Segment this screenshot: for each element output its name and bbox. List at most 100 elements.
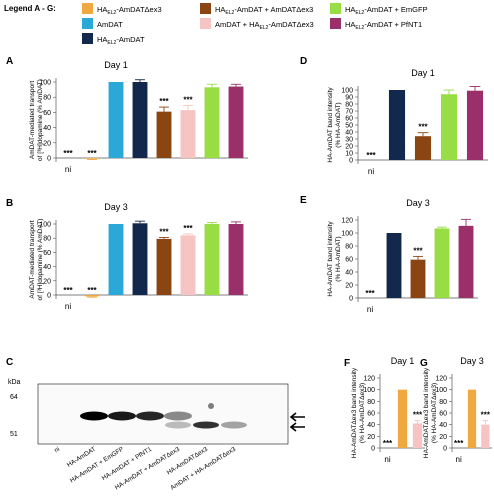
y-tick-label: 80 [43, 95, 51, 102]
y-tick-label: 60 [43, 250, 51, 257]
panel-letter-g: G [420, 358, 428, 369]
chart-panel-d: Day 1 HA-AmDAT band intensity(% HA-AmDAT)… [327, 68, 488, 176]
bar-amdat_plus_hadex3 [180, 235, 196, 295]
y-tick-label: 20 [43, 278, 51, 285]
bar-dex3 [84, 158, 100, 159]
bar-plus_dex3 [156, 111, 172, 158]
y-axis-label: HA-AmDAT band intensity(% HA-AmDAT) [327, 87, 342, 163]
y-tick-label: 20 [367, 434, 375, 441]
y-tick-label: 0 [371, 446, 375, 453]
blot-band-lower [221, 421, 247, 429]
chart-panel-b: Day 3 AmDAT-mediated transportof [³H]dopa… [29, 202, 248, 311]
bar-plus_emgfp [204, 224, 220, 295]
y-tick-label: 60 [439, 411, 447, 418]
y-axis-label: AmDAT-mediated transportof [³H]dopamine … [29, 79, 44, 161]
legend-title: Legend A - G: [4, 4, 56, 13]
significance-label: *** [87, 286, 97, 295]
bar-plus_dex3 [156, 238, 172, 295]
y-tick-label: 100 [363, 387, 375, 394]
significance-label: *** [365, 289, 375, 298]
y-axis-label: HA-AmDATΔex3 band intensity(% HA-AmDATΔe… [423, 367, 438, 458]
y-tick-label: 80 [439, 399, 447, 406]
y-tick-label: 40 [439, 422, 447, 429]
legend-label: HAEL2-AmDAT + AmDATΔex3 [215, 5, 313, 16]
blot-marker-51: 51 [10, 431, 18, 438]
legend-swatch [82, 33, 93, 44]
bar-amdat_plus_hadex3 [412, 423, 423, 448]
y-tick-label: 70 [345, 109, 353, 116]
blot-band-lower [193, 421, 219, 429]
significance-label: *** [159, 227, 169, 236]
blot-lane-label: ni [53, 446, 61, 455]
blot-marker-64: 64 [10, 394, 18, 401]
y-tick-label: 60 [345, 116, 353, 123]
y-tick-label: 40 [345, 270, 353, 277]
y-tick-label: 80 [43, 236, 51, 243]
y-axis-label: AmDAT-mediated transportof [³H]dopamine … [29, 219, 44, 301]
bar-plus_pfnt1 [458, 225, 474, 298]
significance-label: *** [413, 411, 423, 420]
chart-title: Day 3 [406, 198, 430, 208]
significance-label: *** [63, 286, 73, 295]
y-tick-label: 120 [435, 376, 447, 383]
y-tick-label: 0 [443, 446, 447, 453]
bar-dex3 [84, 295, 100, 297]
y-tick-label: 0 [349, 158, 353, 165]
legend-swatch [82, 18, 93, 29]
bar-ha_amdat [132, 82, 148, 158]
chart-panel-a: Day 1 AmDAT-mediated transportof [³H]dopa… [29, 60, 248, 174]
significance-label: *** [418, 123, 428, 132]
significance-label: *** [454, 439, 464, 448]
bar-amdat_plus_hadex3 [481, 424, 490, 448]
significance-label: *** [159, 97, 169, 106]
legend-label: AmDAT [97, 20, 123, 29]
significance-label: *** [383, 439, 393, 448]
y-tick-label: 80 [345, 244, 353, 251]
chart-title: Day 3 [460, 356, 484, 366]
y-tick-label: 80 [345, 102, 353, 109]
y-tick-label: 100 [39, 80, 51, 87]
legend-label: HAEL2-AmDAT + EmGFP [345, 5, 428, 16]
bar-plus_emgfp [434, 228, 450, 298]
blot-spot [208, 403, 214, 409]
legend-label: HAEL2-AmDAT [97, 35, 145, 46]
chart-panel-g: Day 3 HA-AmDATΔex3 band intensity(% HA-Am… [423, 356, 492, 464]
panel-letter-c: C [6, 357, 13, 368]
arrow-upper-band-icon [289, 412, 305, 422]
blot-band-upper [164, 411, 192, 421]
significance-label: *** [413, 246, 423, 255]
blot-band-upper [80, 411, 108, 421]
bar-plus_emgfp [204, 87, 220, 158]
blot-band-upper [108, 411, 136, 421]
significance-label: *** [481, 411, 491, 420]
panel-letter-a: A [6, 56, 13, 67]
y-tick-label: 0 [47, 156, 51, 163]
legend-swatch [330, 3, 341, 14]
arrow-lower-band-icon [289, 422, 305, 432]
legend: Legend A - G: HAEL2-AmDATΔex3 HAEL2-AmDAT… [4, 3, 428, 46]
y-tick-label: 20 [43, 140, 51, 147]
bar-plus_pfnt1 [466, 90, 484, 160]
y-tick-label: 0 [47, 293, 51, 300]
chart-panel-f: Day 1 HA-AmDATΔex3 band intensity(% HA-Am… [351, 356, 425, 464]
legend-label: HAEL2-AmDATΔex3 [97, 5, 162, 16]
bar-plus_emgfp [440, 94, 458, 160]
x-label-ni: ni [384, 455, 390, 464]
y-tick-label: 100 [39, 222, 51, 229]
y-tick-label: 60 [345, 257, 353, 264]
bar-amdat_plus_hadex3 [180, 110, 196, 158]
significance-label: *** [63, 149, 73, 158]
legend-label: HAEL2-AmDAT + PfNT1 [345, 20, 422, 31]
bar-dex3 [397, 389, 408, 448]
bar-plus_dex3 [414, 136, 432, 160]
y-tick-label: 60 [367, 411, 375, 418]
x-label-ni: ni [367, 305, 373, 314]
legend-swatch [82, 3, 93, 14]
significance-label: *** [183, 96, 193, 105]
bar-plus_dex3 [410, 259, 426, 298]
legend-label: AmDAT + HAEL2-AmDATΔex3 [215, 20, 314, 31]
blot-band-upper [136, 411, 164, 421]
y-axis-label: HA-AmDATΔex3 band intensity(% HA-AmDATΔe… [351, 367, 366, 458]
